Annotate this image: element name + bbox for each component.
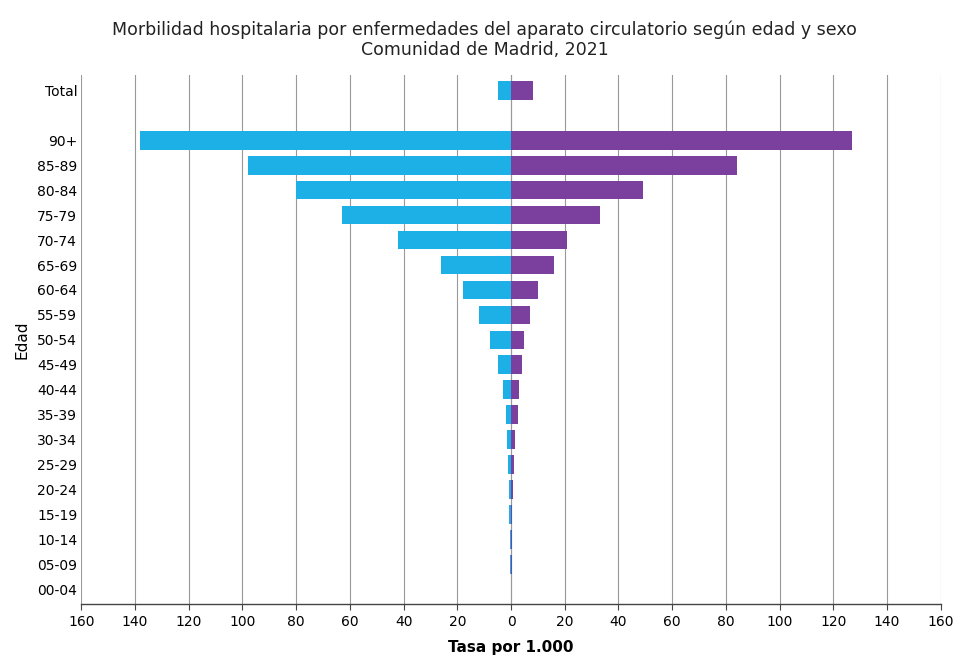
Bar: [511, 131, 852, 149]
Bar: [511, 505, 513, 524]
Bar: [511, 306, 530, 324]
Bar: [511, 206, 600, 224]
Bar: [506, 405, 511, 424]
Bar: [489, 330, 511, 349]
Bar: [511, 330, 524, 349]
Bar: [511, 405, 517, 424]
Bar: [248, 156, 511, 174]
Bar: [511, 181, 642, 200]
Bar: [511, 530, 513, 549]
Bar: [463, 281, 511, 299]
Bar: [509, 505, 511, 524]
Bar: [441, 256, 511, 274]
Bar: [511, 480, 513, 499]
Bar: [511, 230, 568, 249]
Bar: [342, 206, 511, 224]
Bar: [141, 131, 511, 149]
Bar: [511, 356, 521, 375]
X-axis label: Tasa por 1.000: Tasa por 1.000: [449, 640, 574, 655]
Bar: [479, 306, 511, 324]
Bar: [509, 480, 511, 499]
Y-axis label: Edad: Edad: [15, 321, 30, 359]
Bar: [511, 81, 533, 100]
Bar: [297, 181, 511, 200]
Text: Morbilidad hospitalaria por enfermedades del aparato circulatorio según edad y s: Morbilidad hospitalaria por enfermedades…: [112, 20, 857, 60]
Bar: [511, 456, 514, 474]
Bar: [398, 230, 511, 249]
Bar: [498, 81, 511, 100]
Bar: [510, 530, 511, 549]
Bar: [511, 256, 554, 274]
Bar: [511, 156, 736, 174]
Bar: [511, 430, 516, 449]
Bar: [511, 381, 519, 399]
Bar: [509, 456, 511, 474]
Bar: [511, 281, 538, 299]
Bar: [503, 381, 511, 399]
Bar: [498, 356, 511, 375]
Bar: [507, 430, 511, 449]
